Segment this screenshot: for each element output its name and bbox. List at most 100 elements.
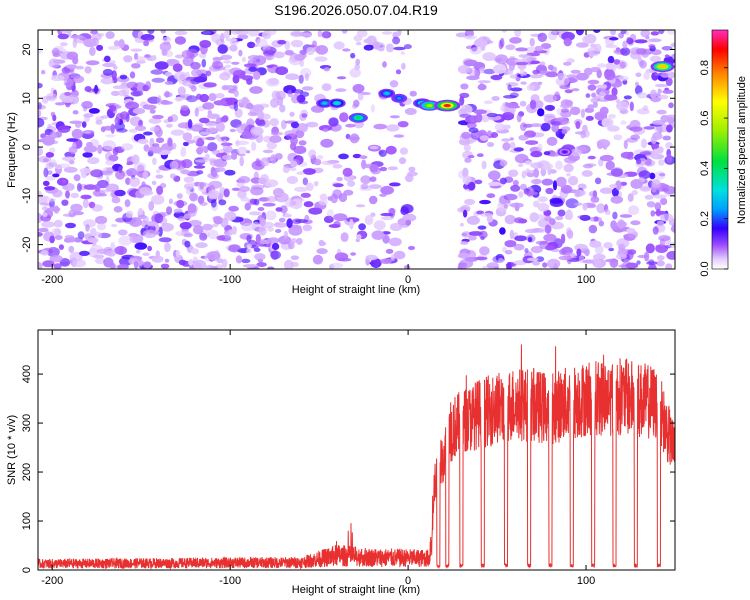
heatmap-cell (192, 259, 207, 269)
heatmap-cell (573, 202, 583, 206)
heatmap-cell (161, 36, 172, 43)
heatmap-cell (152, 157, 157, 165)
heatmap-cell (519, 66, 525, 77)
heatmap-cell (569, 106, 581, 116)
heatmap-cell (271, 242, 280, 251)
heatmap-cell (618, 75, 629, 81)
heatmap-cell (257, 110, 265, 120)
heatmap-cell (316, 248, 328, 255)
heatmap-cell (610, 220, 617, 230)
heatmap-cell (518, 163, 524, 168)
chart-title: S196.2026.050.07.04.R19 (274, 2, 438, 18)
heatmap-feature-layer (334, 101, 340, 105)
heatmap-cell (565, 198, 579, 209)
heatmap-cell (524, 160, 532, 165)
heatmap-cell (207, 113, 220, 119)
heatmap-cell (529, 37, 535, 47)
heatmap-cell (547, 152, 561, 157)
heatmap-cell (488, 170, 501, 181)
heatmap-cell (561, 233, 566, 244)
heatmap-cell (114, 245, 127, 255)
heatmap-feature-layer (426, 104, 433, 108)
heatmap-cell (389, 207, 396, 218)
heatmap-cell (264, 179, 279, 188)
heatmap-cell (379, 166, 388, 172)
heatmap-cell (228, 205, 239, 212)
heatmap-cell (613, 134, 623, 141)
heatmap-feature (557, 147, 572, 157)
heatmap-cell (568, 175, 579, 186)
heatmap-cell (377, 47, 385, 52)
spectrogram-strong-features (316, 61, 675, 157)
heatmap-cell (83, 184, 98, 190)
heatmap-cell (102, 140, 116, 151)
heatmap-cell (555, 216, 564, 221)
heatmap-cell (131, 154, 140, 165)
heatmap-cell (355, 58, 361, 66)
heatmap-cell (223, 30, 231, 40)
heatmap-cell (247, 111, 258, 117)
heatmap-cell (57, 177, 69, 186)
heatmap-cell (620, 120, 627, 125)
heatmap-cell (231, 187, 241, 191)
heatmap-cell (664, 54, 670, 58)
heatmap-cell (332, 189, 342, 199)
heatmap-cell (526, 257, 539, 262)
heatmap-cell (657, 146, 664, 154)
heatmap-cell (473, 109, 487, 115)
heatmap-cell (564, 89, 573, 94)
colorbar-tick-label: 0.6 (699, 110, 711, 125)
heatmap-cell (545, 245, 555, 251)
heatmap-cell (360, 175, 372, 185)
heatmap-cell (151, 194, 165, 205)
heatmap-cell (190, 61, 201, 70)
heatmap-cell (486, 215, 493, 223)
heatmap-cell (635, 72, 642, 78)
heatmap-cell (94, 257, 105, 265)
heatmap-cell (49, 254, 63, 263)
heatmap-cell (327, 159, 340, 164)
heatmap-cell (407, 245, 416, 251)
heatmap-cell (220, 136, 227, 140)
heatmap-cell (302, 224, 313, 232)
heatmap-cell (616, 238, 630, 249)
heatmap-cell (164, 90, 170, 98)
heatmap-cell (609, 37, 619, 41)
heatmap-cell (587, 79, 600, 85)
heatmap-cell (616, 221, 627, 228)
heatmap-cell (39, 202, 50, 206)
heatmap-cell (369, 164, 379, 173)
heatmap-cell (652, 226, 659, 235)
heatmap-cell (468, 127, 479, 133)
heatmap-cell (107, 45, 121, 50)
heatmap-cell (620, 181, 628, 186)
heatmap-cell (295, 219, 309, 223)
heatmap-cell (219, 72, 231, 81)
heatmap-cell (106, 250, 116, 257)
heatmap-cell (525, 46, 537, 55)
heatmap-cell (609, 184, 618, 189)
heatmap-cell (486, 193, 496, 199)
heatmap-cell (61, 199, 69, 206)
heatmap-cell (594, 111, 608, 121)
heatmap-cell (316, 155, 324, 160)
heatmap-cell (188, 84, 196, 89)
heatmap-cell (333, 41, 345, 50)
colorbar-tick-label: 0.4 (699, 161, 711, 176)
heatmap-cell (343, 189, 354, 196)
heatmap-cell (38, 109, 42, 118)
spectrogram-heatmap (38, 30, 675, 269)
heatmap-cell (646, 201, 656, 208)
heatmap-cell (228, 244, 241, 253)
heatmap-cell (43, 167, 49, 178)
heatmap-cell (659, 94, 669, 100)
heatmap-cell (522, 123, 534, 128)
heatmap-cell (138, 207, 143, 216)
heatmap-cell (352, 83, 365, 93)
heatmap-cell (509, 137, 514, 141)
heatmap-cell (464, 157, 472, 163)
heatmap-cell (110, 123, 115, 134)
heatmap-cell (320, 138, 334, 148)
heatmap-cell (235, 255, 243, 264)
heatmap-cell (156, 137, 164, 143)
